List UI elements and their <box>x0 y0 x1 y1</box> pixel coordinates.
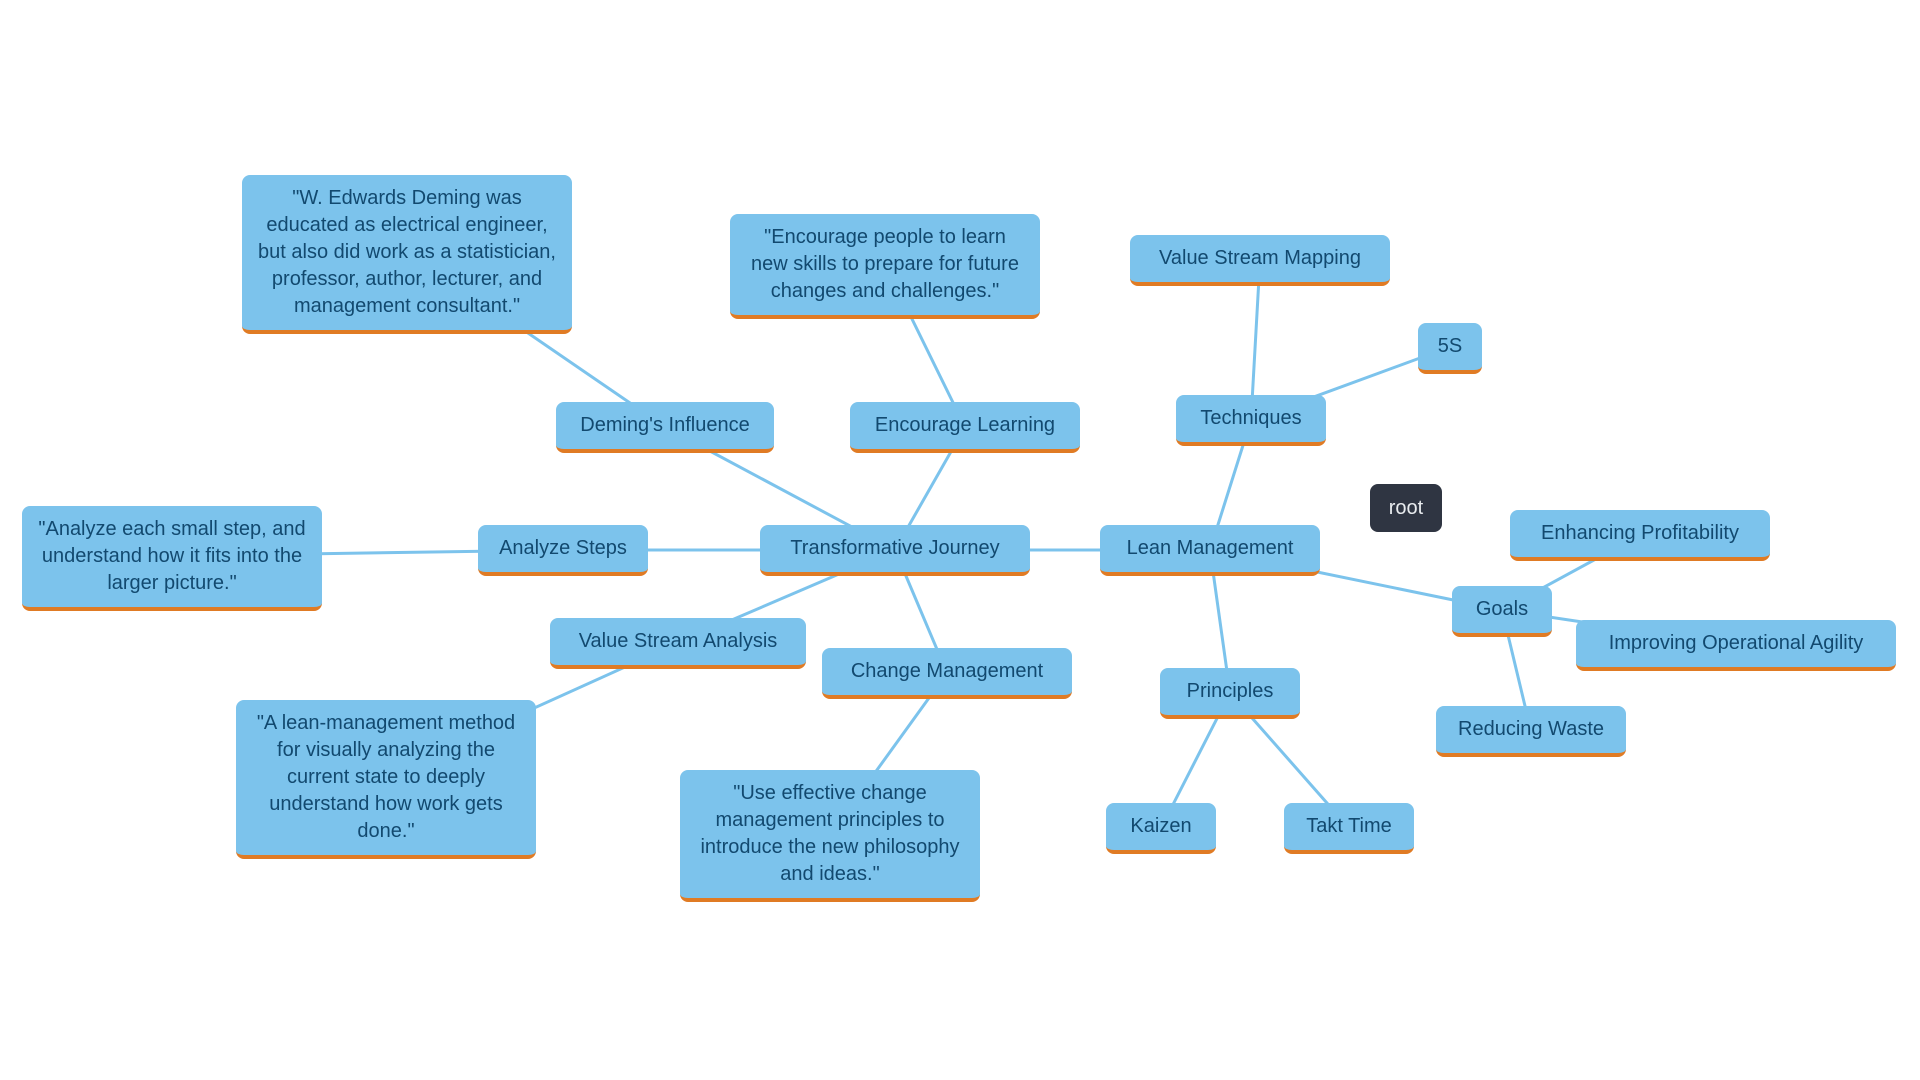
node-fives[interactable]: 5S <box>1418 323 1482 374</box>
node-label: Enhancing Profitability <box>1541 520 1739 547</box>
node-vsm[interactable]: Value Stream Mapping <box>1130 235 1390 286</box>
node-label: Lean Management <box>1127 535 1294 562</box>
root-badge[interactable]: root <box>1370 484 1442 532</box>
node-label: Change Management <box>851 658 1043 685</box>
node-label: Principles <box>1187 678 1274 705</box>
node-label: Transformative Journey <box>790 535 999 562</box>
node-encourage[interactable]: Encourage Learning <box>850 402 1080 453</box>
node-label: 5S <box>1438 333 1462 360</box>
node-label: Takt Time <box>1306 813 1392 840</box>
node-goals[interactable]: Goals <box>1452 586 1552 637</box>
node-label: Value Stream Analysis <box>579 628 778 655</box>
node-analyze_quote[interactable]: "Analyze each small step, and understand… <box>22 506 322 611</box>
node-encourage_quote[interactable]: "Encourage people to learn new skills to… <box>730 214 1040 319</box>
node-label: Techniques <box>1200 405 1301 432</box>
node-label: Analyze Steps <box>499 535 627 562</box>
node-vsa[interactable]: Value Stream Analysis <box>550 618 806 669</box>
node-imp_agility[interactable]: Improving Operational Agility <box>1576 620 1896 671</box>
root-badge-label: root <box>1389 497 1423 520</box>
node-label: Encourage Learning <box>875 412 1055 439</box>
node-takt[interactable]: Takt Time <box>1284 803 1414 854</box>
node-label: "Encourage people to learn new skills to… <box>746 224 1024 305</box>
node-label: Improving Operational Agility <box>1609 630 1864 657</box>
node-label: "A lean-management method for visually a… <box>252 710 520 845</box>
node-deming_infl[interactable]: Deming's Influence <box>556 402 774 453</box>
node-label: "W. Edwards Deming was educated as elect… <box>258 185 556 320</box>
node-label: "Use effective change management princip… <box>696 780 964 888</box>
node-label: Deming's Influence <box>580 412 749 439</box>
node-vsa_quote[interactable]: "A lean-management method for visually a… <box>236 700 536 859</box>
node-techniques[interactable]: Techniques <box>1176 395 1326 446</box>
node-enh_profit[interactable]: Enhancing Profitability <box>1510 510 1770 561</box>
node-trans_journey[interactable]: Transformative Journey <box>760 525 1030 576</box>
node-deming_quote[interactable]: "W. Edwards Deming was educated as elect… <box>242 175 572 334</box>
node-principles[interactable]: Principles <box>1160 668 1300 719</box>
node-red_waste[interactable]: Reducing Waste <box>1436 706 1626 757</box>
node-change_quote[interactable]: "Use effective change management princip… <box>680 770 980 902</box>
node-label: Value Stream Mapping <box>1159 245 1361 272</box>
node-kaizen[interactable]: Kaizen <box>1106 803 1216 854</box>
node-label: Goals <box>1476 596 1528 623</box>
node-label: "Analyze each small step, and understand… <box>38 516 306 597</box>
mindmap-canvas: "W. Edwards Deming was educated as elect… <box>0 0 1920 1080</box>
node-change_mgmt[interactable]: Change Management <box>822 648 1072 699</box>
node-analyze_steps[interactable]: Analyze Steps <box>478 525 648 576</box>
node-label: Kaizen <box>1130 813 1191 840</box>
node-label: Reducing Waste <box>1458 716 1604 743</box>
node-lean_mgmt[interactable]: Lean Management <box>1100 525 1320 576</box>
